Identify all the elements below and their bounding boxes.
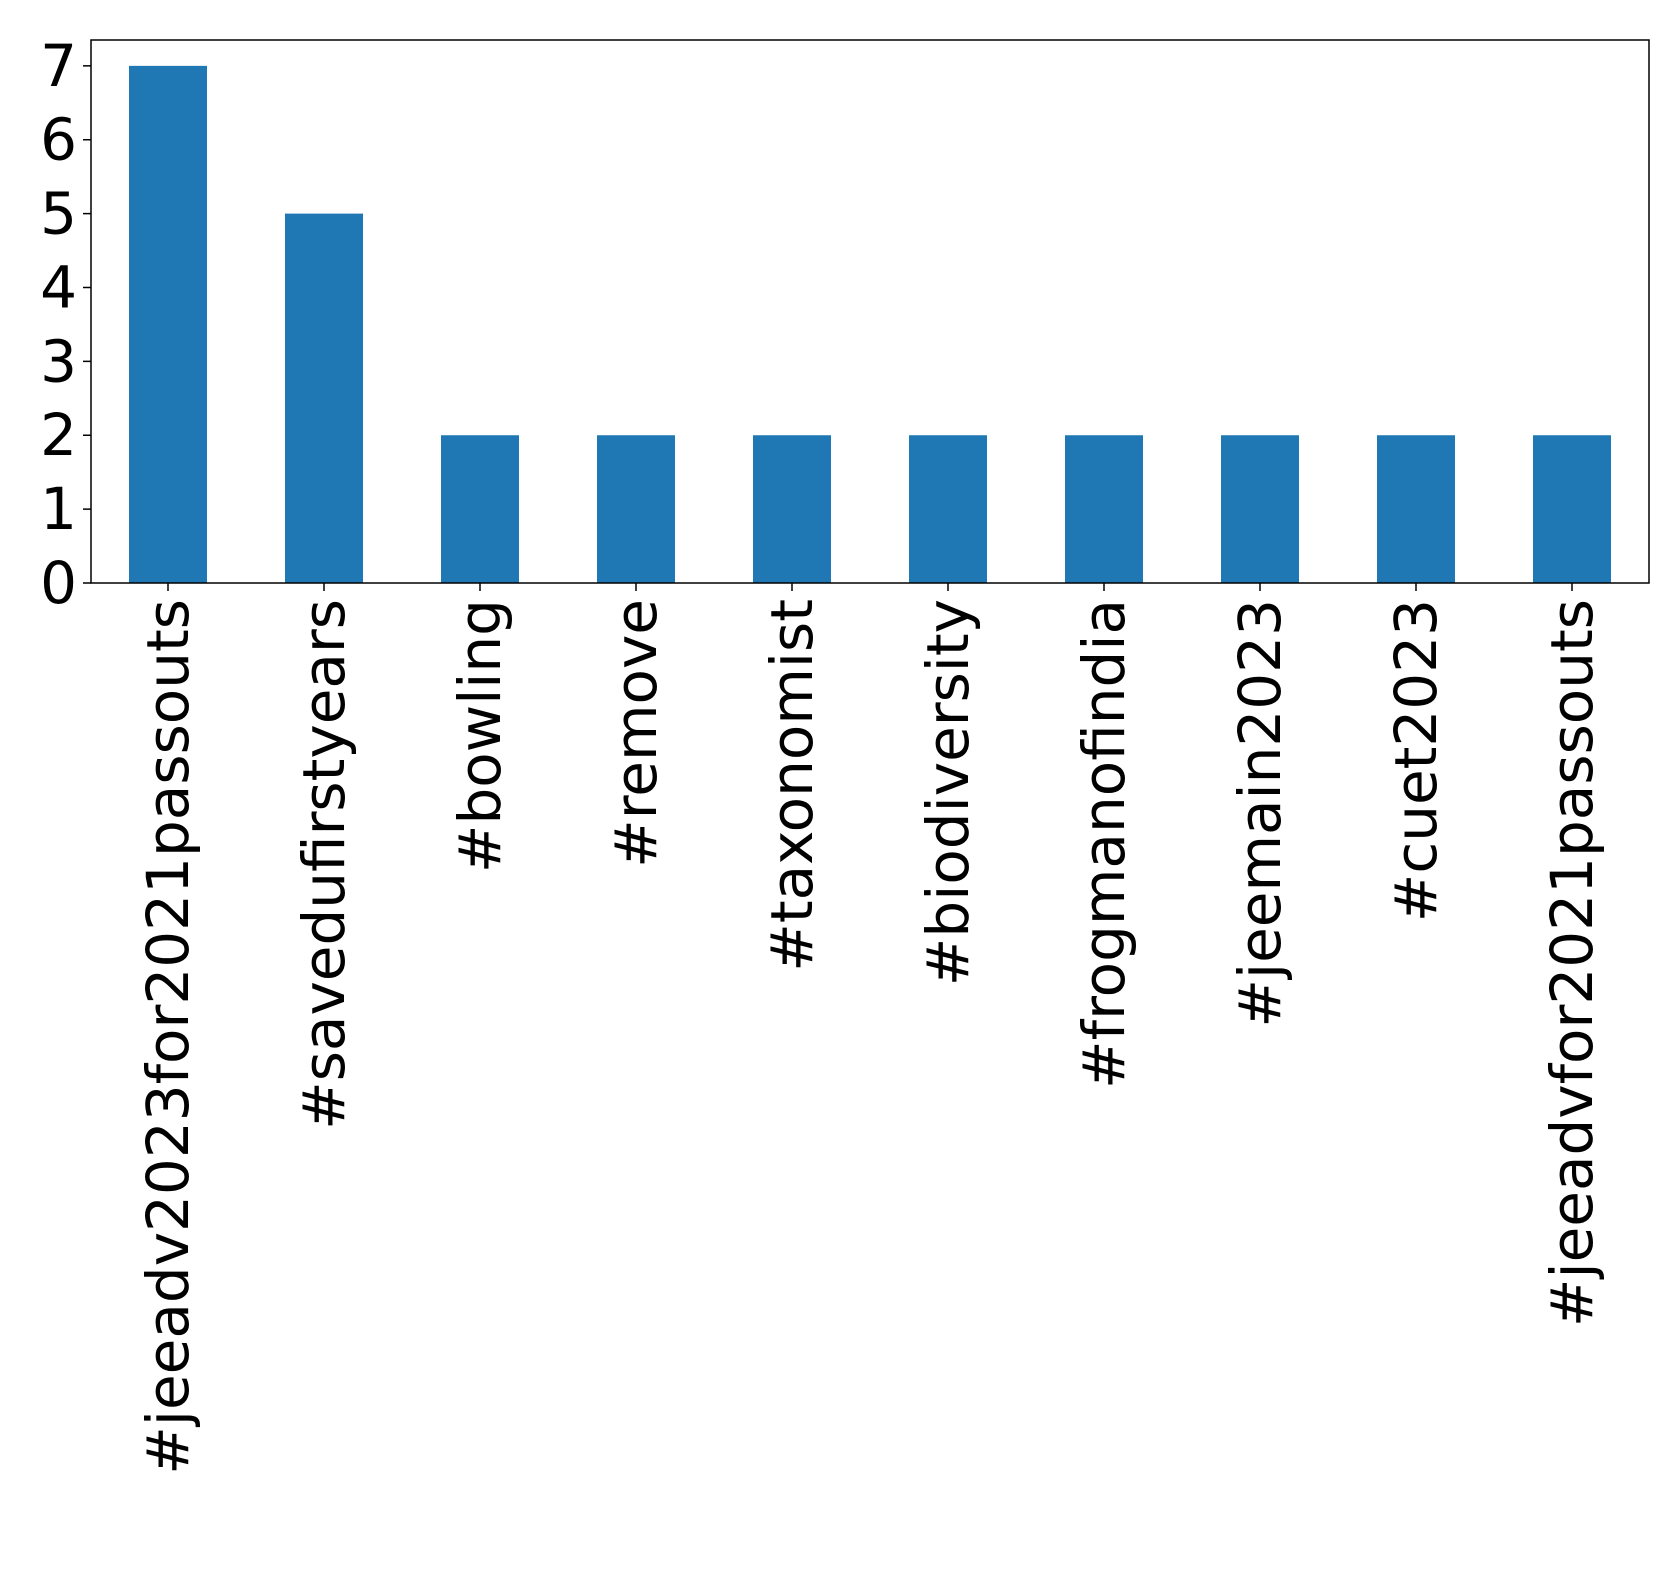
bar-biodiversity xyxy=(909,435,987,583)
y-tick-label: 4 xyxy=(40,253,77,321)
x-tick-label: #jeeadv2023for2021passouts xyxy=(134,599,202,1475)
bar-taxonomist xyxy=(753,435,831,583)
x-tick-label: #cuet2023 xyxy=(1382,599,1450,922)
y-tick-label: 2 xyxy=(40,401,77,469)
y-tick-label: 6 xyxy=(40,106,77,174)
plot-frame xyxy=(90,39,1650,584)
bar-jeeadvfor2021passouts xyxy=(1533,435,1611,583)
x-tick-label: #jeeadvfor2021passouts xyxy=(1538,599,1606,1327)
bar-jeeadv2023for2021passouts xyxy=(129,65,207,584)
x-tick-label: #savedufirstyears xyxy=(290,599,358,1130)
bar-frogmanofindia xyxy=(1065,435,1143,583)
y-tick-label: 3 xyxy=(40,327,77,395)
y-tick-label: 1 xyxy=(40,475,77,543)
bar-bowling xyxy=(441,435,519,583)
x-axis: #jeeadv2023for2021passouts #savedufirstye… xyxy=(134,583,1606,1475)
bar-savedufirstyears xyxy=(285,213,363,583)
y-tick-label: 0 xyxy=(40,549,77,617)
y-tick-label: 7 xyxy=(40,32,77,100)
bar-cuet2023 xyxy=(1377,435,1455,583)
x-tick-label: #jeemain2023 xyxy=(1226,599,1294,1028)
x-tick-label: #frogmanofindia xyxy=(1070,599,1138,1089)
y-tick-label: 5 xyxy=(40,180,77,248)
x-tick-label: #biodiversity xyxy=(914,599,982,986)
bar-jeemain2023 xyxy=(1221,435,1299,583)
x-tick-label: #bowling xyxy=(446,599,514,873)
bar-remove xyxy=(597,435,675,583)
x-tick-label: #remove xyxy=(602,599,670,868)
bars-layer xyxy=(129,65,1611,584)
x-tick-label: #taxonomist xyxy=(758,599,826,972)
